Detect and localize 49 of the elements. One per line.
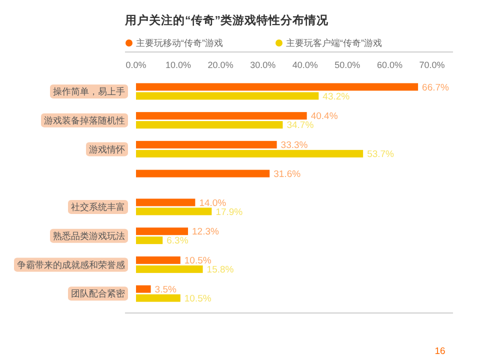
bar	[136, 208, 212, 216]
bar	[136, 198, 196, 206]
x-tick-label: 30.0%	[250, 60, 276, 70]
x-tick-label: 50.0%	[334, 60, 360, 70]
data-label: 53.7%	[367, 149, 395, 160]
data-label: 12.3%	[192, 226, 220, 238]
x-tick-label: 10.0%	[166, 60, 192, 70]
data-label: 40.4%	[310, 111, 338, 122]
bar	[136, 228, 188, 236]
bar	[136, 92, 319, 100]
bar	[136, 121, 283, 129]
data-label: 10.5%	[184, 256, 212, 267]
text: 16	[434, 346, 446, 357]
data-label: 10.5%	[184, 293, 212, 304]
x-tick-label: 40.0%	[292, 60, 318, 70]
data-label: 66.7%	[422, 82, 450, 94]
bar	[136, 150, 364, 158]
x-tick-label: 60.0%	[376, 60, 402, 70]
bar	[136, 265, 203, 273]
bar	[136, 285, 151, 293]
x-tick-label: 20.0%	[208, 60, 234, 70]
y-tick-label: 团队配合紧密	[71, 288, 125, 299]
data-label: 43.2%	[322, 91, 350, 102]
data-label: 34.7%	[286, 120, 314, 132]
data-label: 6.3%	[166, 236, 189, 247]
chart-title: 用户关注的“传奇”类游戏特性分布情况	[124, 13, 330, 27]
bar	[136, 112, 307, 120]
bar	[136, 294, 180, 302]
data-label: 31.6%	[274, 168, 302, 180]
bar	[136, 83, 418, 91]
data-label: 3.5%	[154, 284, 178, 296]
x-tick-label: 0.0%	[126, 60, 146, 70]
legend-label: 主要玩客户端“传奇”游戏	[286, 38, 382, 48]
x-tick-label: 70.0%	[419, 60, 445, 70]
bar	[136, 236, 163, 244]
y-tick-label: 操作简单，易上手	[53, 86, 125, 97]
bar	[136, 256, 180, 264]
data-label: 33.3%	[280, 140, 308, 152]
bar	[136, 140, 277, 148]
bar	[136, 170, 270, 178]
data-label: 14.0%	[199, 198, 227, 209]
data-label: 15.8%	[206, 264, 234, 276]
y-tick-label: 游戏情怀	[89, 144, 125, 154]
y-tick-label: 熟悉品类游戏玩法	[53, 230, 125, 241]
y-tick-label: 游戏装备掉落随机性	[44, 115, 125, 126]
y-tick-label: 社交系统丰富	[71, 202, 125, 212]
legend-label: 主要玩移动“传奇”游戏	[136, 38, 223, 48]
data-label: 17.9%	[216, 206, 244, 218]
y-tick-label: 争霸带来的成就感和荣誉感	[17, 260, 125, 270]
